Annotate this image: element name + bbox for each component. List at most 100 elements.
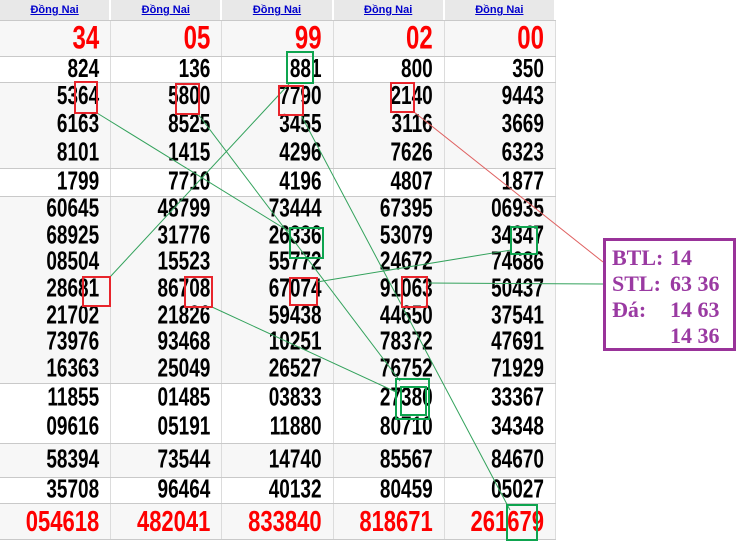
result-number: 76752 bbox=[379, 354, 433, 384]
result-number: 02 bbox=[406, 19, 433, 57]
number-cell: 50437 bbox=[445, 275, 556, 304]
number-cell: 1799 bbox=[0, 168, 112, 196]
table-header-row: Đồng Nai Đồng Nai Đồng Nai Đồng Nai Đồng Nai bbox=[0, 0, 556, 20]
province-link[interactable]: Đồng Nai bbox=[141, 4, 190, 16]
result-row: 054618 482041 833840 818671 261679 bbox=[0, 504, 556, 539]
province-link[interactable]: Đồng Nai bbox=[252, 4, 302, 16]
number-cell: 76752 bbox=[334, 354, 445, 384]
number-cell: 40132 bbox=[222, 475, 334, 504]
province-link[interactable]: Đồng Nai bbox=[364, 4, 413, 16]
province-link[interactable]: Đồng Nai bbox=[30, 4, 79, 16]
result-row: 58394 73544 14740 85567 84670 bbox=[0, 444, 556, 477]
number-cell: 01485 bbox=[111, 384, 223, 414]
header-cell: Đồng Nai bbox=[0, 0, 112, 20]
number-cell: 86708 bbox=[111, 275, 223, 304]
result-number: 4807 bbox=[390, 167, 433, 196]
result-number: 25049 bbox=[157, 354, 211, 384]
number-cell: 84670 bbox=[445, 444, 556, 477]
result-number: 8525 bbox=[168, 110, 211, 139]
result-number: 6163 bbox=[56, 110, 100, 139]
stl-label: STL: bbox=[612, 271, 661, 296]
number-cell: 25049 bbox=[111, 354, 223, 384]
number-cell: 824 bbox=[0, 55, 112, 83]
number-cell: 55772 bbox=[222, 248, 334, 277]
number-cell: 35708 bbox=[0, 476, 112, 504]
number-cell: 05 bbox=[111, 20, 223, 56]
number-cell: 7710 bbox=[111, 168, 223, 196]
result-number: 03833 bbox=[268, 383, 322, 413]
number-cell: 24672 bbox=[334, 249, 445, 277]
result-number: 482041 bbox=[136, 504, 211, 538]
number-cell: 00 bbox=[445, 19, 556, 57]
result-number: 7626 bbox=[390, 138, 433, 168]
number-cell: 93468 bbox=[111, 328, 223, 357]
number-cell: 15523 bbox=[111, 249, 223, 277]
number-cell: 5800 bbox=[111, 82, 223, 112]
da-label: Đá: bbox=[612, 297, 647, 322]
result-number: 55772 bbox=[268, 248, 322, 277]
number-cell: 02 bbox=[334, 19, 445, 57]
result-number: 96464 bbox=[157, 475, 211, 504]
result-row: 34 05 99 02 00 bbox=[0, 19, 556, 57]
number-cell: 44650 bbox=[334, 301, 445, 331]
da-label-2 bbox=[612, 323, 670, 349]
prize-band-prize-7: 824 136 881 800 350 bbox=[0, 54, 556, 83]
result-number: 59438 bbox=[268, 301, 322, 331]
result-number: 48799 bbox=[157, 195, 211, 224]
result-number: 28681 bbox=[46, 275, 100, 304]
number-cell: 67074 bbox=[222, 275, 334, 304]
result-number: 800 bbox=[401, 54, 433, 83]
number-cell: 7626 bbox=[334, 138, 445, 168]
result-number: 44650 bbox=[379, 301, 433, 331]
number-cell: 14740 bbox=[222, 444, 334, 477]
result-number: 58394 bbox=[46, 445, 100, 474]
number-cell: 8101 bbox=[0, 139, 112, 168]
result-number: 67074 bbox=[268, 275, 322, 304]
number-cell: 21826 bbox=[111, 302, 223, 330]
result-row: 5364 5800 7790 2140 9443 bbox=[0, 82, 556, 112]
number-cell: 833840 bbox=[222, 504, 334, 539]
number-cell: 1877 bbox=[445, 168, 556, 196]
result-row: 09616 05191 11880 80710 34348 bbox=[0, 413, 556, 443]
result-number: 7790 bbox=[279, 82, 322, 111]
result-number: 11880 bbox=[269, 413, 322, 442]
number-cell: 78372 bbox=[334, 328, 445, 357]
number-cell: 34347 bbox=[445, 222, 556, 250]
result-number: 47691 bbox=[491, 328, 544, 357]
result-number: 136 bbox=[178, 54, 211, 83]
result-number: 73444 bbox=[268, 195, 322, 224]
number-cell: 818671 bbox=[334, 504, 445, 539]
number-cell: 05027 bbox=[445, 476, 556, 504]
number-cell: 73976 bbox=[0, 328, 112, 357]
result-number: 2140 bbox=[390, 82, 433, 111]
result-number: 09616 bbox=[46, 413, 100, 442]
number-cell: 1415 bbox=[111, 139, 223, 168]
number-cell: 800 bbox=[334, 54, 445, 83]
result-number: 9443 bbox=[501, 82, 544, 111]
prize-band-prize-2: 58394 73544 14740 85567 84670 bbox=[0, 443, 556, 477]
number-cell: 4196 bbox=[222, 168, 334, 196]
province-link[interactable]: Đồng Nai bbox=[475, 4, 524, 16]
result-number: 14740 bbox=[268, 445, 322, 474]
result-number: 00 bbox=[517, 19, 544, 57]
prize-band-prize-5: 1799 7710 4196 4807 1877 bbox=[0, 168, 556, 196]
result-number: 4296 bbox=[279, 138, 322, 168]
number-cell: 11855 bbox=[0, 384, 112, 414]
number-cell: 74686 bbox=[445, 249, 556, 277]
result-number: 40132 bbox=[268, 475, 322, 504]
number-cell: 85567 bbox=[334, 444, 445, 477]
result-number: 67395 bbox=[379, 195, 433, 224]
prize-band-prize-3: 11855 01485 03833 27380 33367 09616 05191 11880… bbox=[0, 383, 556, 443]
result-number: 68925 bbox=[46, 222, 100, 251]
number-cell: 6323 bbox=[445, 139, 556, 168]
result-row: 8101 1415 4296 7626 6323 bbox=[0, 138, 556, 168]
prediction-box: BTL: 14 STL: 63 36 Đá: 14 63 14 36 bbox=[603, 238, 736, 351]
number-cell: 136 bbox=[111, 54, 223, 83]
number-cell: 16363 bbox=[0, 355, 112, 383]
result-number: 93468 bbox=[157, 328, 211, 357]
number-cell: 06935 bbox=[445, 195, 556, 224]
result-row: 11855 01485 03833 27380 33367 bbox=[0, 384, 556, 414]
number-cell: 3455 bbox=[222, 111, 334, 140]
number-cell: 68925 bbox=[0, 222, 112, 251]
